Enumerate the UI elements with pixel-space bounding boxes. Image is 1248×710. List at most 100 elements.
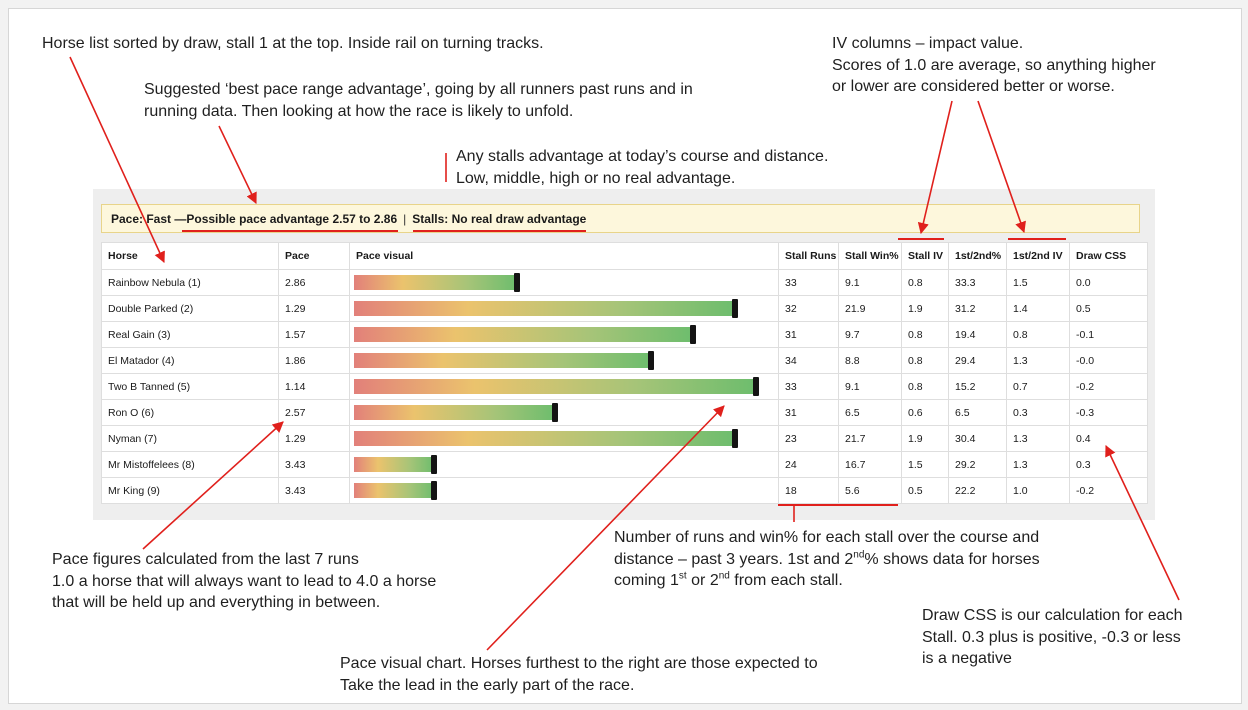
- first-second-pct: 19.4: [948, 321, 1007, 348]
- header-pace: Pace: [278, 242, 350, 270]
- pace-visual-cell: [349, 477, 779, 504]
- note-line: Number of runs and win% for each stall o…: [614, 529, 1040, 546]
- pace-bar-marker: [753, 377, 759, 396]
- stall-win: 9.1: [838, 269, 902, 296]
- stall-win: 21.7: [838, 425, 902, 452]
- pace-visual-cell: [349, 269, 779, 296]
- header-first-second: 1st/2nd%: [948, 242, 1007, 270]
- first-second-iv: 0.7: [1006, 373, 1070, 400]
- note-superscript: st: [678, 570, 687, 582]
- horse-name: Rainbow Nebula (1): [101, 269, 279, 296]
- pace-visual-cell: [349, 347, 779, 374]
- note-text: or 2: [686, 572, 719, 589]
- note-horse-list: Horse list sorted by draw, stall 1 at th…: [42, 33, 544, 55]
- stall-win: 21.9: [838, 295, 902, 322]
- pace-visual-cell: [349, 295, 779, 322]
- pace-value: 3.43: [278, 451, 350, 478]
- pace-visual-cell: [349, 425, 779, 452]
- pace-bar: [354, 299, 738, 318]
- note-text: from each stall.: [729, 572, 843, 589]
- horse-name: Mr Mistoffelees (8): [101, 451, 279, 478]
- pace-bar: [354, 403, 558, 422]
- pace-visual-cell: [349, 399, 779, 426]
- header-first-second-iv: 1st/2nd IV: [1006, 242, 1070, 270]
- pace-bar-marker: [732, 299, 738, 318]
- note-superscript: nd: [718, 570, 730, 582]
- note-pace-range: Suggested ‘best pace range advantage’, g…: [144, 79, 693, 122]
- stall-runs: 24: [778, 451, 839, 478]
- header-pace-visual: Pace visual: [349, 242, 779, 270]
- draw-css: -0.0: [1069, 347, 1148, 374]
- note-line: Take the lead in the early part of the r…: [340, 676, 635, 694]
- note-line: IV columns – impact value.: [832, 35, 1024, 52]
- stall-win: 5.6: [838, 477, 902, 504]
- stall-iv: 1.9: [901, 425, 949, 452]
- horse-name: Real Gain (3): [101, 321, 279, 348]
- table-row: Two B Tanned (5) 1.14 33 9.1 0.8 15.2 0.7 -0.2: [101, 373, 1148, 400]
- runners-table: Horse Pace Pace visual Stall Runs Stall …: [101, 242, 1148, 504]
- pace-bar-marker: [431, 455, 437, 474]
- stall-runs: 18: [778, 477, 839, 504]
- pace-advantage: Possible pace advantage 2.57 to 2.86: [186, 211, 398, 226]
- pace-value: 1.14: [278, 373, 350, 400]
- stall-iv: 0.8: [901, 373, 949, 400]
- stall-iv: 0.8: [901, 347, 949, 374]
- draw-css: -0.2: [1069, 373, 1148, 400]
- first-second-iv: 1.3: [1006, 425, 1070, 452]
- table-row: Ron O (6) 2.57 31 6.5 0.6 6.5 0.3 -0.3: [101, 399, 1148, 426]
- header-stall-runs: Stall Runs: [778, 242, 839, 270]
- pace-value: 2.86: [278, 269, 350, 296]
- stall-stats-underline: [778, 504, 898, 506]
- stall-iv: 0.8: [901, 321, 949, 348]
- stall-iv: 0.8: [901, 269, 949, 296]
- horse-name: El Matador (4): [101, 347, 279, 374]
- note-line: Pace figures calculated from the last 7 …: [52, 551, 359, 568]
- stall-win: 8.8: [838, 347, 902, 374]
- stall-runs: 31: [778, 399, 839, 426]
- first-second-iv: 1.3: [1006, 451, 1070, 478]
- pace-visual-cell: [349, 373, 779, 400]
- stalls-advantage: Stalls: No real draw advantage: [412, 211, 587, 226]
- draw-css: 0.3: [1069, 451, 1148, 478]
- draw-css: -0.3: [1069, 399, 1148, 426]
- pace-bar: [354, 325, 696, 344]
- note-pace-visual: Pace visual chart. Horses furthest to th…: [340, 653, 818, 696]
- first-second-pct: 15.2: [948, 373, 1007, 400]
- note-stalls: Any stalls advantage at today’s course a…: [456, 146, 828, 189]
- pace-banner: Pace: Fast — Possible pace advantage 2.5…: [101, 204, 1140, 233]
- first-second-iv: 1.0: [1006, 477, 1070, 504]
- note-line: Horse list sorted by draw, stall 1 at th…: [42, 35, 544, 52]
- note-pace-figures: Pace figures calculated from the last 7 …: [52, 549, 436, 614]
- note-line: Stall. 0.3 plus is positive, -0.3 or les…: [922, 628, 1181, 646]
- first-second-pct: 30.4: [948, 425, 1007, 452]
- pace-bar-marker: [431, 481, 437, 500]
- first-second-pct: 33.3: [948, 269, 1007, 296]
- pace-bar: [354, 429, 738, 448]
- note-text: distance – past 3 years. 1st and 2: [614, 550, 854, 568]
- first-second-iv: 1.4: [1006, 295, 1070, 322]
- note-line: Scores of 1.0 are average, so anything h…: [832, 56, 1156, 74]
- first-second-pct: 29.2: [948, 451, 1007, 478]
- draw-css: -0.1: [1069, 321, 1148, 348]
- first-second-iv-underline: [1008, 238, 1066, 240]
- pace-visual-cell: [349, 451, 779, 478]
- stall-iv: 1.9: [901, 295, 949, 322]
- note-line: Draw CSS is our calculation for each: [922, 607, 1183, 624]
- pace-bar-marker: [514, 273, 520, 292]
- stall-iv: 0.5: [901, 477, 949, 504]
- horse-name: Mr King (9): [101, 477, 279, 504]
- horse-name: Double Parked (2): [101, 295, 279, 322]
- first-second-pct: 22.2: [948, 477, 1007, 504]
- note-text: coming 1: [614, 572, 679, 589]
- first-second-pct: 6.5: [948, 399, 1007, 426]
- pace-bar: [354, 455, 437, 474]
- stall-iv: 0.6: [901, 399, 949, 426]
- note-text: % shows data for horses: [864, 550, 1040, 568]
- horse-name: Nyman (7): [101, 425, 279, 452]
- stall-iv-underline: [898, 238, 944, 240]
- pace-bar-marker: [552, 403, 558, 422]
- pace-value: 3.43: [278, 477, 350, 504]
- pace-bar: [354, 273, 520, 292]
- pace-value: 2.57: [278, 399, 350, 426]
- stalls-underline: [413, 230, 586, 232]
